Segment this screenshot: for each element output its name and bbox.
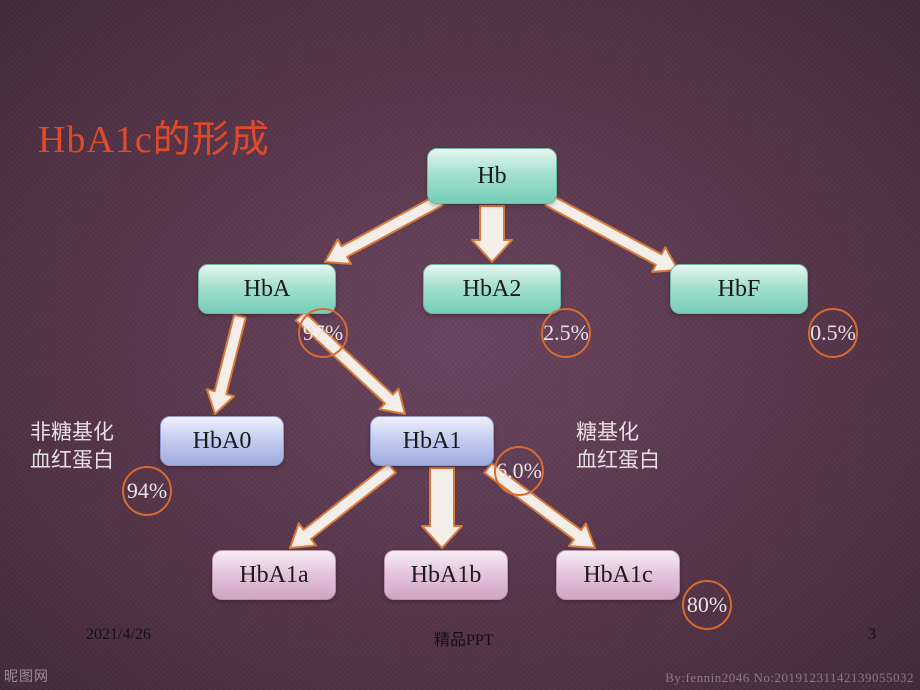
node-label: HbF (718, 276, 761, 303)
label-glycated: 糖基化 血红蛋白 (576, 418, 660, 475)
watermark-id: By:fennin2046 No:20191231142139055032 (665, 670, 914, 686)
pct-2-5: 2.5% (541, 308, 591, 358)
node-label: HbA1 (403, 428, 462, 455)
node-label: HbA (244, 276, 291, 303)
node-hba: HbA (198, 264, 336, 314)
node-label: HbA1a (239, 562, 308, 589)
node-hba2: HbA2 (423, 264, 561, 314)
pct-value: 2.5% (543, 320, 589, 346)
pct-0-5: 0.5% (808, 308, 858, 358)
pct-value: 97% (303, 320, 343, 346)
slide-title: HbA1c的形成 (38, 108, 270, 163)
node-hba1c: HbA1c (556, 550, 680, 600)
node-label: HbA2 (463, 276, 522, 303)
pct-6-0: 6.0% (494, 446, 544, 496)
node-hba1: HbA1 (370, 416, 494, 466)
pct-value: 6.0% (496, 458, 542, 484)
label-non-glycated: 非糖基化 血红蛋白 (30, 418, 114, 475)
node-hba1a: HbA1a (212, 550, 336, 600)
footer-page: 3 (868, 626, 876, 644)
footer-date: 2021/4/26 (86, 626, 151, 644)
footer-center: 精品PPT (434, 626, 494, 650)
pct-value: 94% (127, 478, 167, 504)
node-hba0: HbA0 (160, 416, 284, 466)
pct-97: 97% (298, 308, 348, 358)
pct-80: 80% (682, 580, 732, 630)
node-hba1b: HbA1b (384, 550, 508, 600)
node-hb: Hb (427, 148, 557, 204)
pct-value: 0.5% (810, 320, 856, 346)
node-label: HbA1b (411, 562, 482, 589)
node-label: HbA1c (583, 562, 652, 589)
node-hbf: HbF (670, 264, 808, 314)
node-label: HbA0 (193, 428, 252, 455)
pct-value: 80% (687, 592, 727, 618)
watermark-site: 昵图网 (4, 666, 49, 686)
pct-94: 94% (122, 466, 172, 516)
node-label: Hb (477, 163, 506, 190)
